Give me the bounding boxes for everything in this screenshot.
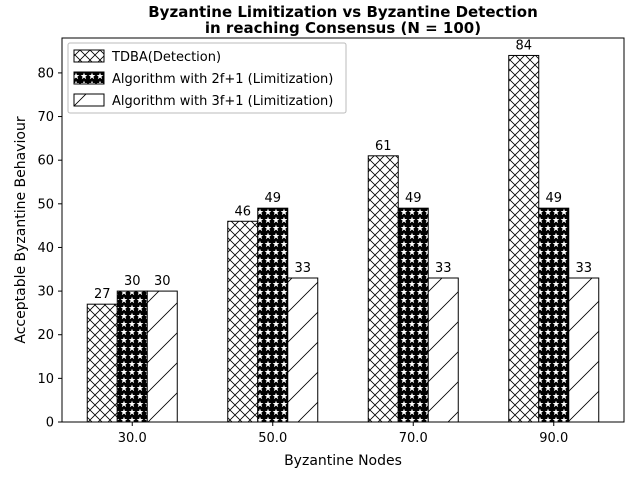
y-tick-label: 40 xyxy=(37,241,54,256)
bar-value-label: 49 xyxy=(264,191,281,206)
bar-value-label: 27 xyxy=(94,287,111,302)
y-tick-label: 0 xyxy=(46,416,54,431)
bar-value-label: 46 xyxy=(234,204,251,219)
bar-value-label: 61 xyxy=(375,139,392,154)
bar-diagonal xyxy=(146,290,178,423)
legend-label: Algorithm with 2f+1 (Limitization) xyxy=(112,72,333,87)
plot-frame xyxy=(61,37,625,423)
legend-box xyxy=(67,42,347,114)
legend: TDBA(Detection) Algorithm with 2f+1 (Limi… xyxy=(67,42,347,114)
bar-diagonal xyxy=(287,277,319,423)
bar-value-label: 30 xyxy=(154,274,171,289)
legend-swatch-stars xyxy=(73,71,105,85)
y-tick-label: 20 xyxy=(37,328,54,343)
bar-value-label: 30 xyxy=(124,274,141,289)
bar-diagonal xyxy=(427,277,459,423)
bar-value-label: 49 xyxy=(545,191,562,206)
x-tick-label: 90.0 xyxy=(539,431,568,446)
bar-value-label: 49 xyxy=(405,191,422,206)
legend-swatch-crosshatch xyxy=(73,49,105,63)
y-tick-label: 50 xyxy=(37,197,54,212)
y-tick-label: 70 xyxy=(37,110,54,125)
bar-value-label: 33 xyxy=(294,261,311,276)
bar-diagonal xyxy=(568,277,600,423)
bar-crosshatch xyxy=(508,54,540,423)
chart-title-line2: in reaching Consensus (N = 100) xyxy=(205,19,481,37)
legend-label: TDBA(Detection) xyxy=(111,50,221,65)
bar-crosshatch xyxy=(227,220,259,423)
bar-stars xyxy=(397,207,429,423)
x-tick-label: 50.0 xyxy=(258,431,287,446)
x-tick-label: 70.0 xyxy=(399,431,428,446)
chart-title-line1: Byzantine Limitization vs Byzantine Dete… xyxy=(148,3,538,21)
bar-crosshatch xyxy=(86,303,118,423)
x-tick-label: 30.0 xyxy=(118,431,147,446)
bar-value-label: 84 xyxy=(515,38,532,53)
y-tick-label: 80 xyxy=(37,66,54,81)
y-tick-label: 10 xyxy=(37,372,54,387)
x-axis-label: Byzantine Nodes xyxy=(284,453,402,469)
legend-label: Algorithm with 3f+1 (Limitization) xyxy=(112,94,333,109)
bar-value-label: 33 xyxy=(575,261,592,276)
bar-crosshatch xyxy=(367,155,399,423)
y-axis-label: Acceptable Byzantine Behaviour xyxy=(13,116,29,343)
y-tick-label: 60 xyxy=(37,154,54,169)
bar-stars xyxy=(538,207,570,423)
bar-stars xyxy=(116,290,148,423)
legend-swatch-diagonal xyxy=(73,93,105,107)
y-tick-label: 30 xyxy=(37,285,54,300)
bar-stars xyxy=(257,207,289,423)
bar-value-label: 33 xyxy=(435,261,452,276)
